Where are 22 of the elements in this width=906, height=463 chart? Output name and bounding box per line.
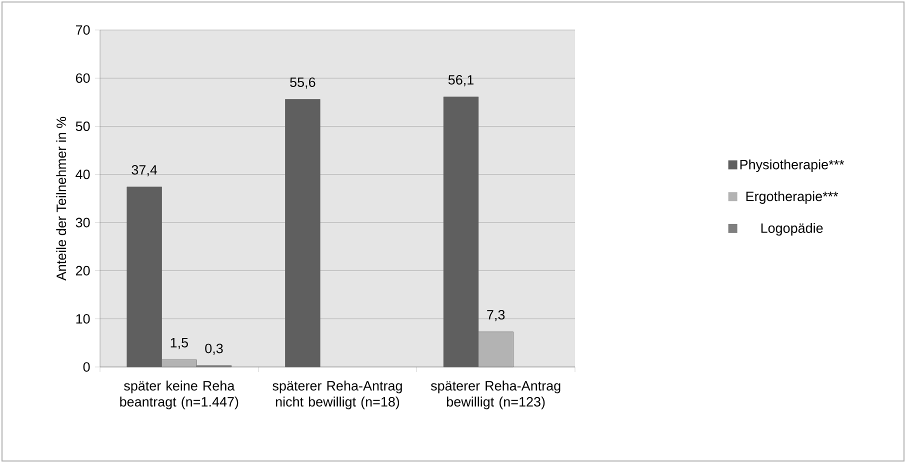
data-label: 56,1 [448,75,474,86]
data-label: 7,3 [487,310,505,322]
data-label: 37,4 [132,165,158,176]
y-tick-label: 70 [76,25,90,35]
y-tick-label: 50 [76,122,90,132]
y-tick-label: 60 [76,73,90,83]
data-label: 1,5 [170,338,188,350]
bar [285,99,320,368]
data-label: 55,6 [290,77,316,89]
y-tick-label: 40 [76,170,90,180]
x-tick-label: später keine Reha beantragt (n=1.447) [120,380,238,410]
x-tick-label: späterer Reha-Antrag nicht bewilligt (n=18) [272,380,402,410]
y-tick-label: 0 [83,362,90,372]
data-label: 0,3 [205,344,223,355]
y-tick-label: 10 [76,314,90,324]
y-tick-label: 20 [76,266,90,276]
legend-label: Logopädie [761,223,823,236]
legend-label: Physiotherapie*** [740,159,844,172]
x-tick-label: späterer Reha-Antrag bewilligt (n=123) [430,380,560,410]
y-tick-label: 30 [76,218,90,228]
y-axis-title: Anteile der Teilnehmer in % [56,116,66,281]
legend-label: Ergotherapie*** [746,191,838,204]
